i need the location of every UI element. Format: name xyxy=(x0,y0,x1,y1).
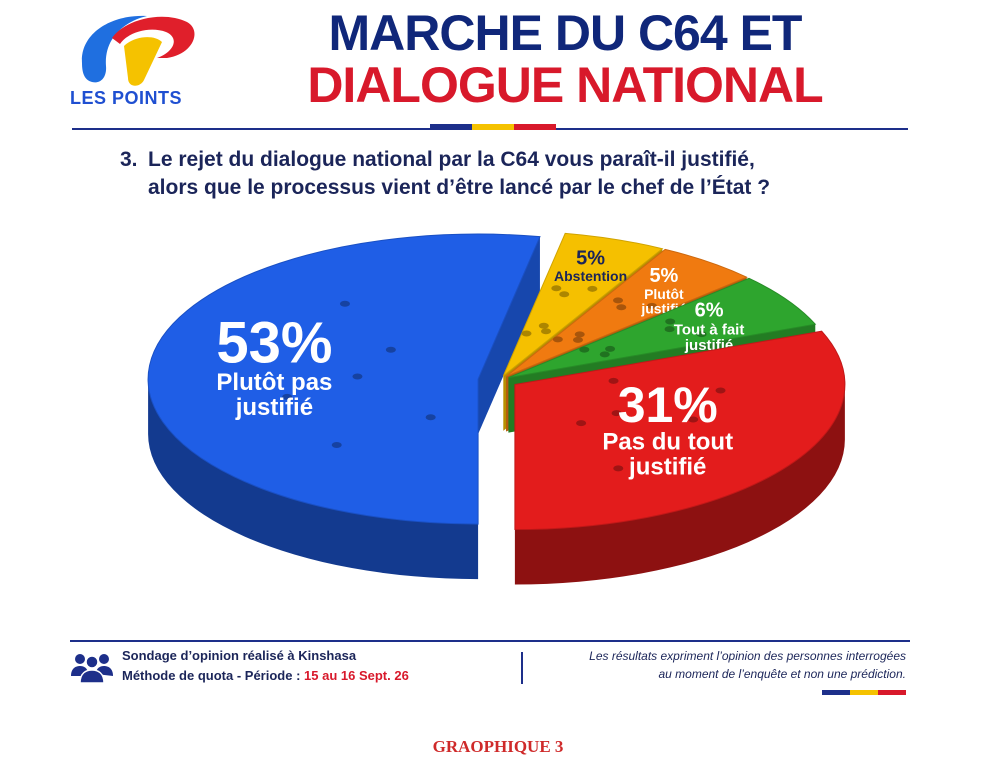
slice-hole xyxy=(646,302,657,309)
title-line-1: MARCHE DU C64 ET xyxy=(328,5,803,61)
survey-method-text: Méthode de quota - Période : 15 au 16 Se… xyxy=(122,668,409,683)
slice-hole xyxy=(574,331,585,338)
slice-hole xyxy=(425,414,436,421)
slice-category-label: Plutôt pas xyxy=(216,369,332,396)
slice-hole xyxy=(551,285,562,292)
survey-method-label: Méthode de quota - Période : xyxy=(122,668,305,683)
pie-slice-wall xyxy=(148,379,479,580)
slice-category-label: justifié xyxy=(235,394,313,421)
flag-stripe-yellow xyxy=(472,124,514,130)
people-icon xyxy=(70,650,114,684)
slice-hole xyxy=(541,328,552,335)
slice-category-label: Abstention xyxy=(554,268,627,284)
footer-separator xyxy=(521,652,523,684)
slice-value-label: 6% xyxy=(695,300,724,322)
title-line-2: DIALOGUE NATIONAL xyxy=(307,57,823,113)
slice-value-label: 31% xyxy=(618,377,718,433)
slice-category-label: Tout à fait xyxy=(674,321,745,338)
slice-hole xyxy=(339,300,350,307)
survey-dates: 15 au 16 Sept. 26 xyxy=(304,668,409,683)
slice-hole xyxy=(331,441,342,448)
footer-flag-blue xyxy=(822,690,850,695)
survey-location-text: Sondage d’opinion réalisé à Kinshasa xyxy=(122,648,357,663)
question-number: 3. xyxy=(120,148,138,171)
disclaimer-line-1: Les résultats expriment l’opinion des pe… xyxy=(589,649,906,663)
question-line-2: alors que le processus vient d’être lanc… xyxy=(148,176,771,199)
slice-hole xyxy=(572,336,583,343)
slice-hole xyxy=(605,345,616,352)
slice-category-label: justifié xyxy=(628,454,706,481)
les-points-logo xyxy=(62,8,212,120)
flag-stripe-red xyxy=(514,124,556,130)
pie-slice xyxy=(502,232,664,377)
footer-flag-yellow xyxy=(850,690,878,695)
slice-hole xyxy=(599,351,610,358)
slice-hole xyxy=(587,285,598,292)
pie-slice xyxy=(505,248,748,377)
slice-hole xyxy=(613,465,624,472)
slice-hole xyxy=(352,373,363,380)
pie-slice-face xyxy=(478,236,540,435)
slice-hole xyxy=(696,331,707,338)
pie-chart: 53% Plutôt pas justifié 5% Abstention 5% Plutô… xyxy=(140,205,860,639)
disclaimer-line-2: au moment de l’enquête et non une prédic… xyxy=(658,667,906,681)
slice-hole xyxy=(715,387,726,394)
slice-hole xyxy=(665,318,676,325)
slice-hole xyxy=(608,377,619,384)
slice-hole xyxy=(282,393,293,400)
slice-value-label: 5% xyxy=(576,247,605,269)
slice-hole xyxy=(616,304,627,311)
pie-slice xyxy=(508,277,817,379)
figure-caption: GRAOPHIQUE 3 xyxy=(432,737,564,756)
slice-value-label: 53% xyxy=(216,311,332,376)
slice-hole xyxy=(538,322,549,329)
slice-hole xyxy=(579,346,590,353)
slice-hole xyxy=(521,330,532,337)
footer-divider xyxy=(70,640,910,642)
slice-hole xyxy=(613,297,624,304)
slice-hole xyxy=(664,326,675,333)
slice-hole xyxy=(576,420,587,427)
slice-hole xyxy=(552,336,563,343)
slice-category-label: Pas du tout xyxy=(602,428,733,455)
slice-hole xyxy=(559,291,570,298)
pie-slice xyxy=(514,330,846,531)
logo-text: LES POINTS xyxy=(70,88,183,108)
flag-stripe-blue xyxy=(430,124,472,130)
slice-category-label: Plutôt xyxy=(644,286,684,302)
slice-hole xyxy=(611,410,622,417)
footer-flag-red xyxy=(878,690,906,695)
pie-slice xyxy=(147,233,541,525)
question-line-1: Le rejet du dialogue national par la C64… xyxy=(148,148,755,171)
slice-hole xyxy=(385,346,396,353)
pie-slice-wall xyxy=(514,384,845,585)
slice-hole xyxy=(688,416,699,423)
slice-value-label: 5% xyxy=(649,265,678,287)
